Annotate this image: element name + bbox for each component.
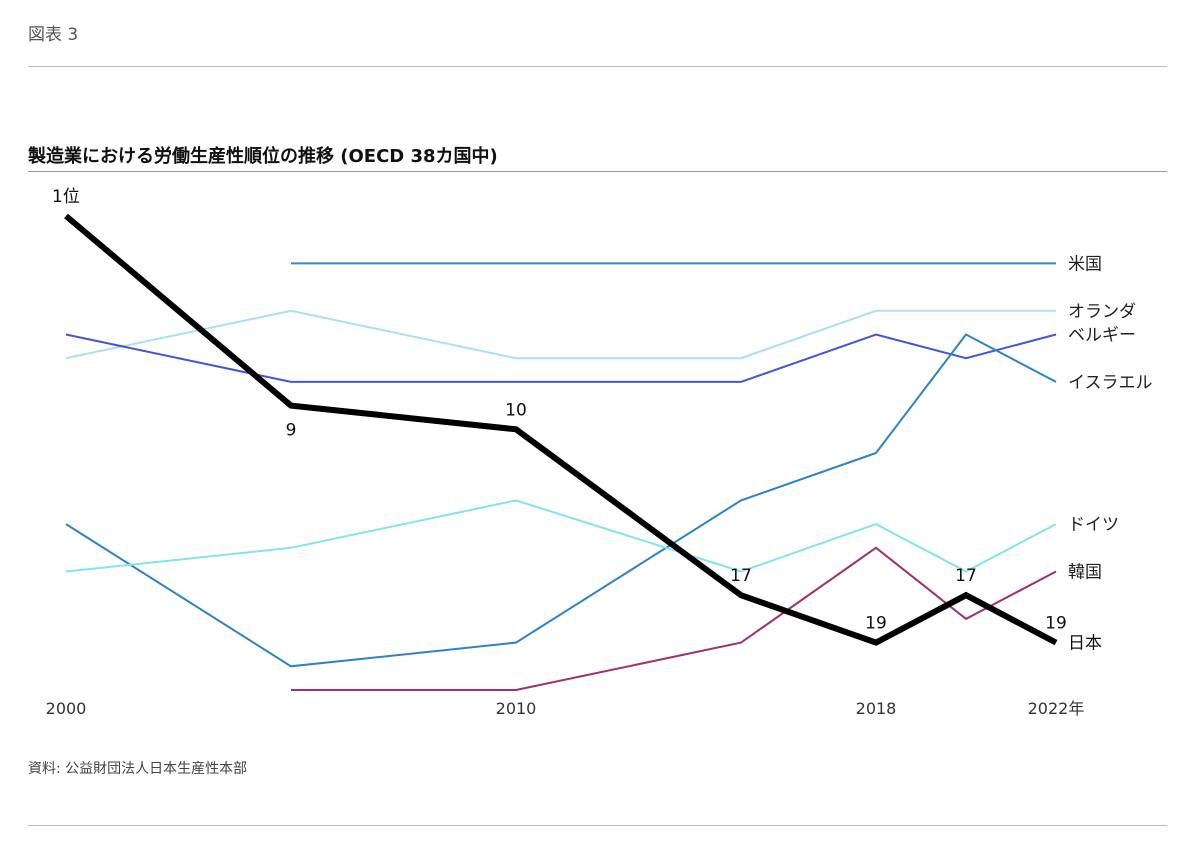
x-tick-2022: 2022年	[1028, 699, 1085, 718]
series-line-韓国	[291, 546, 1057, 691]
title-divider	[28, 171, 1167, 172]
data-label-layer: 1位 9 10 17 19 17 19	[52, 187, 1067, 634]
bottom-divider	[28, 825, 1167, 826]
series-label-米国: 米国	[1068, 254, 1102, 274]
data-label-japan-2010: 10	[505, 400, 527, 420]
data-label-japan-2015: 17	[730, 566, 752, 586]
series-label-日本: 日本	[1068, 634, 1102, 654]
series-layer	[64, 213, 1058, 691]
top-divider	[28, 66, 1167, 67]
data-label-japan-2022: 19	[1045, 614, 1067, 634]
data-label-japan-2020: 17	[955, 566, 977, 586]
data-label-japan-2018: 19	[865, 614, 887, 634]
data-label-japan-2005: 9	[286, 421, 297, 441]
source-note: 資料: 公益財団法人日本生産性本部	[28, 761, 248, 777]
series-label-ドイツ: ドイツ	[1068, 515, 1119, 535]
series-line-オランダ	[65, 309, 1056, 360]
x-tick-2000: 2000	[46, 699, 87, 718]
x-tick-2010: 2010	[496, 699, 537, 718]
figure-label: 図表 3	[28, 25, 79, 45]
data-label-japan-2000: 1位	[52, 187, 80, 207]
series-label-オランダ: オランダ	[1068, 302, 1136, 322]
series-line-日本	[64, 213, 1058, 646]
x-tick-2018: 2018	[856, 699, 897, 718]
x-axis-ticks: 2000 2010 2018 2022年	[46, 699, 1085, 718]
series-line-イスラエル	[65, 333, 1057, 668]
series-label-韓国: 韓国	[1068, 563, 1102, 583]
series-label-イスラエル: イスラエル	[1068, 373, 1153, 393]
series-line-ドイツ	[65, 499, 1057, 573]
series-line-ベルギー	[65, 333, 1057, 383]
chart-title: 製造業における労働生産性順位の推移 (OECD 38カ国中)	[28, 146, 498, 167]
series-label-ベルギー: ベルギー	[1068, 326, 1136, 346]
